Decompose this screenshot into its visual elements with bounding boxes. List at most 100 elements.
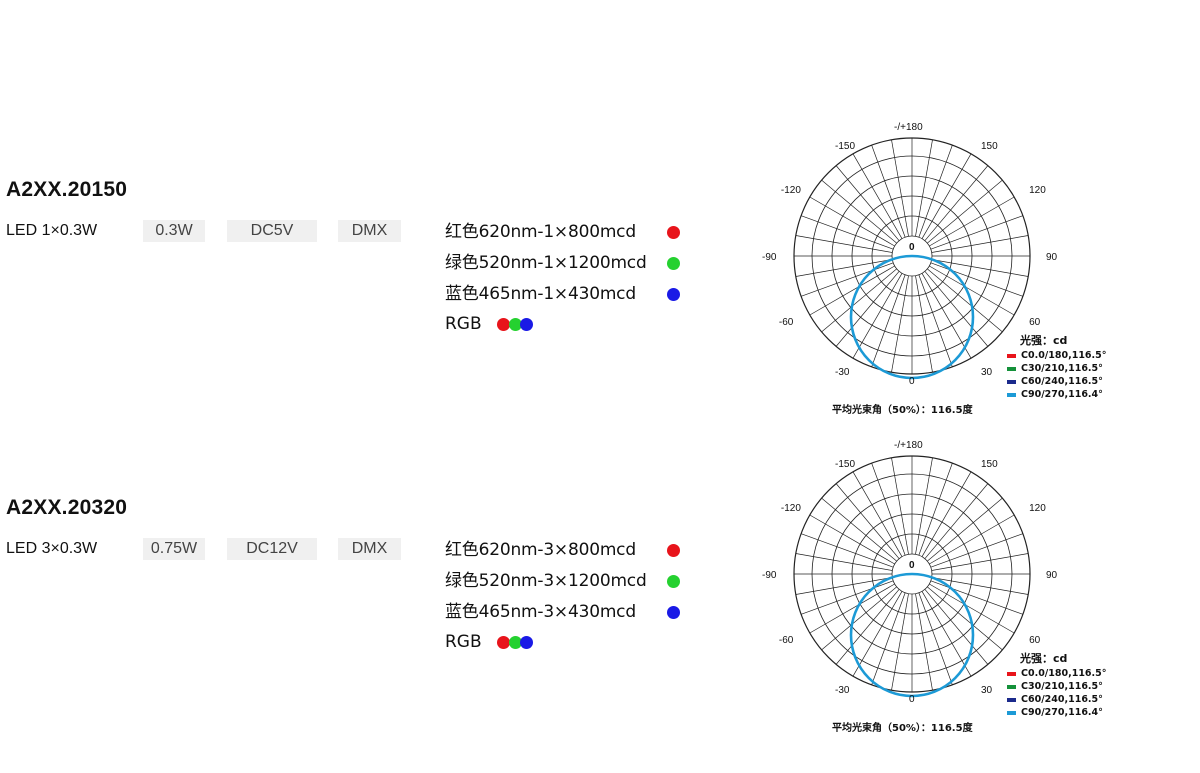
angle-tick-label: 60	[1029, 317, 1041, 328]
polar-spoke	[821, 268, 897, 333]
color-label: 红色620nm-3×800mcd	[445, 540, 636, 560]
color-label: 蓝色465nm-1×430mcd	[445, 284, 636, 304]
product-model: A2XX.20150	[6, 178, 128, 201]
legend-item: C90/270,116.4°	[1003, 388, 1107, 401]
polar-spoke	[931, 553, 1029, 571]
angle-tick-label: -90	[762, 252, 777, 263]
legend-item: C90/270,116.4°	[1003, 706, 1107, 719]
legend-item: C0.0/180,116.5°	[1003, 349, 1107, 362]
polar-spoke	[800, 533, 894, 568]
angle-tick-label: -60	[779, 317, 794, 328]
legend-item: C60/240,116.5°	[1003, 375, 1107, 388]
legend-label: C60/240,116.5°	[1021, 694, 1103, 705]
polar-chart: -150 150 -120 120 -90 90 -60 60 -30 30 -/+180 0 0	[762, 122, 1058, 387]
legend-title: 光强：cd	[1020, 334, 1068, 347]
rgb-dots-icon	[497, 318, 537, 332]
polar-spoke	[918, 274, 953, 368]
polar-spoke	[931, 259, 1029, 277]
intensity-curve	[849, 254, 975, 380]
legend-swatch	[1007, 367, 1016, 371]
legend-item: C60/240,116.5°	[1003, 693, 1107, 706]
polar-spoke	[931, 235, 1029, 253]
control-chip: DMX	[338, 220, 401, 242]
angle-tick-label: -/+180	[894, 122, 923, 133]
polar-spoke	[927, 497, 1003, 562]
polar-spoke	[852, 273, 903, 359]
blue-dot-icon	[667, 288, 680, 301]
polar-spoke	[929, 514, 1015, 565]
color-label: 绿色520nm-3×1200mcd	[445, 571, 647, 591]
angle-tick-label: 60	[1029, 635, 1041, 646]
legend-item: C0.0/180,116.5°	[1003, 667, 1107, 680]
polar-diagram: -150 150 -120 120 -90 90 -60 60 -30 30 -/+180 0 0 光强…	[760, 438, 1140, 738]
polar-spoke	[852, 471, 903, 557]
polar-spoke	[835, 271, 900, 347]
polar-spoke	[921, 471, 972, 557]
red-dot-icon	[667, 544, 680, 557]
polar-spoke	[821, 179, 897, 244]
polar-spoke	[809, 583, 895, 634]
polar-spoke	[891, 275, 909, 373]
center-label: 0	[909, 560, 915, 571]
polar-spoke	[795, 553, 893, 571]
polar-spoke	[930, 262, 1024, 297]
polar-spoke	[924, 271, 989, 347]
polar-spoke	[915, 139, 933, 237]
angle-tick-label: -150	[835, 141, 855, 152]
rgb-green-dot-icon	[509, 636, 522, 649]
control-chip: DMX	[338, 538, 401, 560]
rgb-blue-dot-icon	[520, 636, 533, 649]
polar-spoke	[795, 259, 893, 277]
polar-spoke	[821, 586, 897, 651]
legend-label: C30/210,116.5°	[1021, 363, 1103, 374]
color-row-green: 绿色520nm-1×1200mcd	[445, 251, 705, 282]
legend-title: 光强：cd	[1020, 652, 1068, 665]
color-row-blue: 蓝色465nm-3×430mcd	[445, 600, 705, 631]
angle-tick-label: -120	[781, 185, 801, 196]
angle-tick-label: -30	[835, 685, 850, 696]
legend-swatch	[1007, 711, 1016, 715]
led-spec: LED 1×0.3W	[6, 222, 98, 239]
polar-spoke	[927, 268, 1003, 333]
angle-tick-label: 90	[1046, 570, 1058, 581]
legend-swatch	[1007, 354, 1016, 358]
polar-spoke	[930, 533, 1024, 568]
polar-spoke	[927, 586, 1003, 651]
color-row-red: 红色620nm-1×800mcd	[445, 220, 705, 251]
polar-spoke	[924, 165, 989, 241]
angle-tick-label: -150	[835, 459, 855, 470]
rgb-row: RGB	[445, 313, 705, 337]
polar-spoke	[927, 179, 1003, 244]
rgb-green-dot-icon	[509, 318, 522, 331]
color-list: 红色620nm-3×800mcd 绿色520nm-3×1200mcd 蓝色465…	[445, 538, 705, 655]
voltage-chip: DC5V	[227, 220, 317, 242]
polar-spoke	[929, 583, 1015, 634]
polar-spoke	[871, 274, 906, 368]
angle-tick-label: 90	[1046, 252, 1058, 263]
polar-spoke	[852, 591, 903, 677]
polar-spoke	[915, 457, 933, 555]
polar-spoke	[924, 589, 989, 665]
polar-spoke	[930, 580, 1024, 615]
polar-spoke	[800, 580, 894, 615]
polar-spoke	[918, 144, 953, 238]
green-dot-icon	[667, 257, 680, 270]
legend-item: C30/210,116.5°	[1003, 680, 1107, 693]
angle-tick-label: 150	[981, 141, 998, 152]
polar-diagram: -150 150 -120 120 -90 90 -60 60 -30 30 -/+180 0 0 光强…	[760, 120, 1140, 420]
polar-spoke	[931, 577, 1029, 595]
legend-swatch	[1007, 685, 1016, 689]
polar-spoke	[871, 592, 906, 686]
legend-swatch	[1007, 380, 1016, 384]
polar-spoke	[835, 589, 900, 665]
color-list: 红色620nm-1×800mcd 绿色520nm-1×1200mcd 蓝色465…	[445, 220, 705, 337]
legend-label: C0.0/180,116.5°	[1021, 668, 1107, 679]
red-dot-icon	[667, 226, 680, 239]
color-row-red: 红色620nm-3×800mcd	[445, 538, 705, 569]
polar-spoke	[915, 275, 933, 373]
angle-tick-label: 0	[909, 694, 915, 705]
polar-spoke	[871, 144, 906, 238]
color-row-blue: 蓝色465nm-1×430mcd	[445, 282, 705, 313]
polar-spoke	[800, 215, 894, 250]
polar-spoke	[918, 462, 953, 556]
